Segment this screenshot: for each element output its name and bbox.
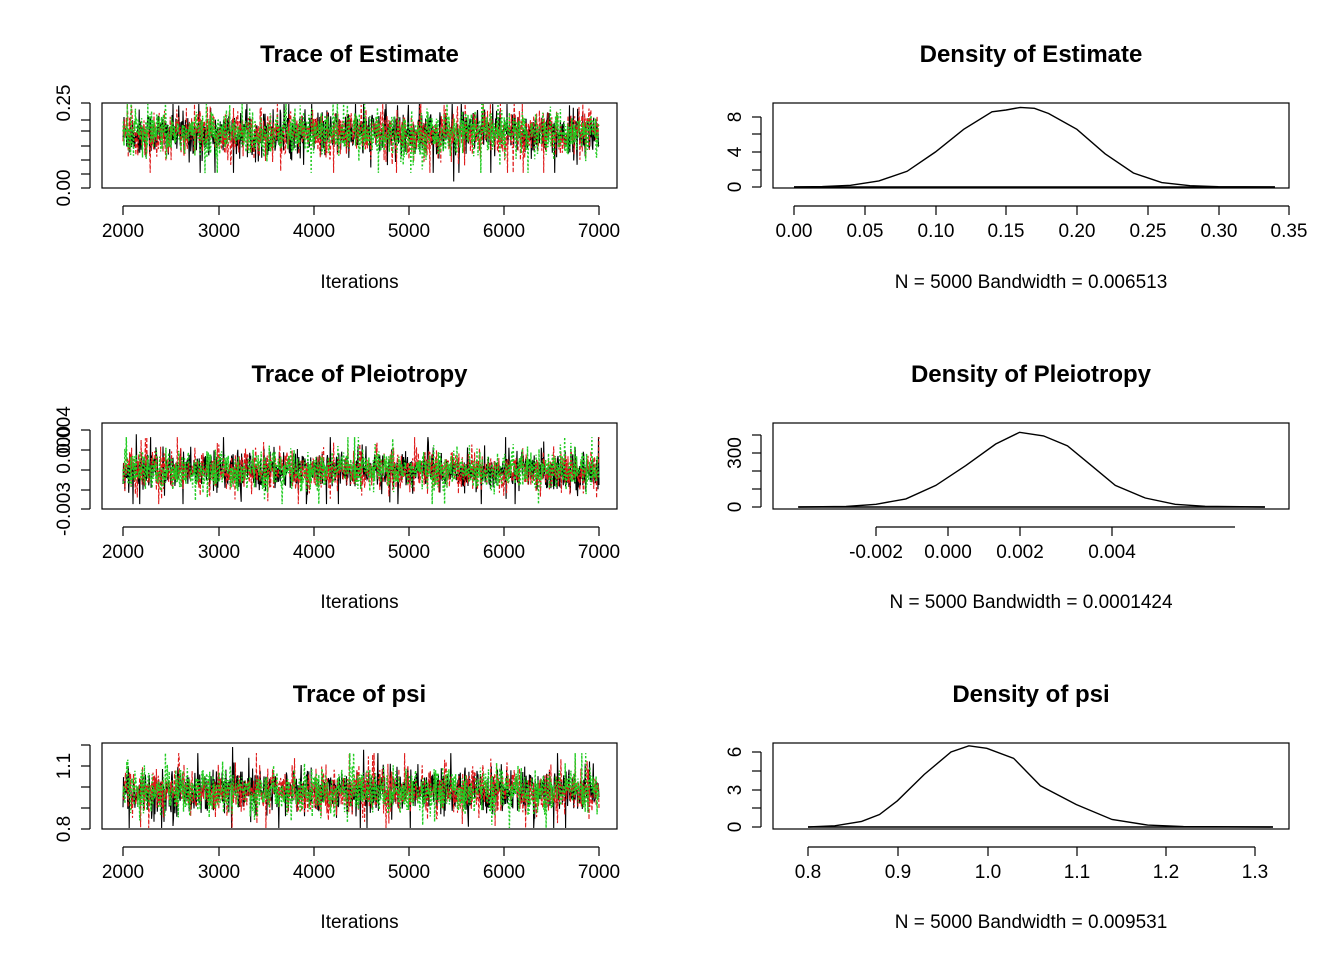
- y-tick-label: 0.00: [54, 170, 75, 207]
- y-tick-label: 0.000: [54, 426, 75, 474]
- y-tick-label: 0.8: [54, 816, 75, 842]
- x-tick-label: 6000: [483, 862, 525, 883]
- trace-series-3: [122, 103, 600, 174]
- chart-title: Density of Pleiotropy: [911, 361, 1152, 388]
- x-tick-label: 0.8: [795, 862, 821, 883]
- x-tick-label: 0.002: [996, 542, 1044, 563]
- y-tick-label: -0.003: [54, 482, 75, 536]
- plot-frame: [101, 102, 618, 189]
- x-tick-label: 2000: [102, 221, 144, 242]
- plot-frame: [772, 422, 1290, 510]
- x-tick-label: 6000: [483, 542, 525, 563]
- trace-series-3: [122, 753, 600, 829]
- chart-panel-3: Trace of Pleiotropy Iterations 2000 3000 400…: [54, 361, 620, 613]
- x-tick-label: 0.20: [1059, 221, 1096, 242]
- trace-series-3: [122, 437, 600, 505]
- y-tick-label: 3: [725, 785, 746, 796]
- x-tick-label: -0.002: [849, 542, 903, 563]
- x-tick-label: 3000: [198, 862, 240, 883]
- x-tick-label: 0.00: [776, 221, 813, 242]
- x-tick-label: 4000: [293, 221, 335, 242]
- x-axis-label: N = 5000 Bandwidth = 0.009531: [895, 912, 1168, 933]
- x-tick-label: 0.000: [924, 542, 972, 563]
- chart-title: Trace of psi: [293, 681, 426, 708]
- x-tick-label: 1.0: [975, 862, 1001, 883]
- x-tick-label: 3000: [198, 221, 240, 242]
- x-tick-label: 0.35: [1271, 221, 1308, 242]
- chart-title: Density of psi: [952, 681, 1109, 708]
- y-tick-label: 0: [725, 822, 746, 833]
- y-tick-label: 300: [725, 437, 746, 469]
- x-tick-label: 4000: [293, 542, 335, 563]
- x-axis-label: Iterations: [320, 912, 398, 933]
- x-tick-label: 7000: [578, 862, 620, 883]
- chart-title: Trace of Pleiotropy: [251, 361, 468, 388]
- x-tick-label: 0.004: [1088, 542, 1136, 563]
- x-tick-label: 6000: [483, 221, 525, 242]
- y-tick-label: 4: [725, 146, 746, 157]
- x-axis-label: N = 5000 Bandwidth = 0.006513: [895, 272, 1168, 293]
- density-curve: [798, 431, 1265, 508]
- chart-panel-6: Density of psi N = 5000 Bandwidth = 0.009…: [725, 681, 1290, 933]
- x-tick-label: 5000: [388, 221, 430, 242]
- y-tick-label: 0: [725, 502, 746, 513]
- x-tick-label: 0.10: [918, 221, 955, 242]
- density-curve: [807, 745, 1273, 828]
- x-tick-label: 0.05: [847, 221, 884, 242]
- plot-frame: [772, 742, 1290, 830]
- chart-title: Trace of Estimate: [260, 41, 459, 68]
- x-tick-label: 5000: [388, 542, 430, 563]
- trace-series-2: [122, 437, 600, 505]
- x-tick-label: 4000: [293, 862, 335, 883]
- x-tick-label: 1.2: [1153, 862, 1179, 883]
- x-tick-label: 1.1: [1064, 862, 1090, 883]
- plot-frame: [101, 422, 618, 510]
- y-tick-label: 6: [725, 747, 746, 758]
- chart-title: Density of Estimate: [920, 41, 1143, 68]
- y-tick-label: 1.1: [54, 753, 75, 779]
- x-tick-label: 2000: [102, 862, 144, 883]
- y-tick-label: 0.004: [54, 406, 75, 454]
- plot-frame: [772, 102, 1290, 189]
- chart-panel-4: Density of Pleiotropy N = 5000 Bandwidth …: [725, 361, 1290, 613]
- x-axis-label: Iterations: [320, 272, 398, 293]
- x-tick-label: 7000: [578, 221, 620, 242]
- x-tick-label: 0.9: [885, 862, 911, 883]
- y-tick-label: 8: [725, 112, 746, 123]
- chart-panel-1: Trace of Estimate Iterations 2000 3000 4000 5…: [54, 41, 620, 293]
- x-tick-label: 2000: [102, 542, 144, 563]
- chart-panel-2: Density of Estimate N = 5000 Bandwidth = …: [725, 41, 1307, 293]
- x-tick-label: 0.15: [988, 221, 1025, 242]
- x-axis-label: Iterations: [320, 592, 398, 613]
- x-tick-label: 7000: [578, 542, 620, 563]
- x-tick-label: 1.3: [1242, 862, 1268, 883]
- y-tick-label: 0.25: [54, 85, 75, 122]
- plot-frame: [101, 742, 618, 830]
- x-axis-label: N = 5000 Bandwidth = 0.0001424: [889, 592, 1173, 613]
- x-tick-label: 3000: [198, 542, 240, 563]
- x-tick-label: 0.30: [1201, 221, 1238, 242]
- y-tick-label: 0: [725, 182, 746, 193]
- chart-panel-5: Trace of psi Iterations 2000 3000 4000 5000 60…: [54, 681, 620, 933]
- x-tick-label: 5000: [388, 862, 430, 883]
- x-tick-label: 0.25: [1130, 221, 1167, 242]
- density-curve: [793, 106, 1275, 188]
